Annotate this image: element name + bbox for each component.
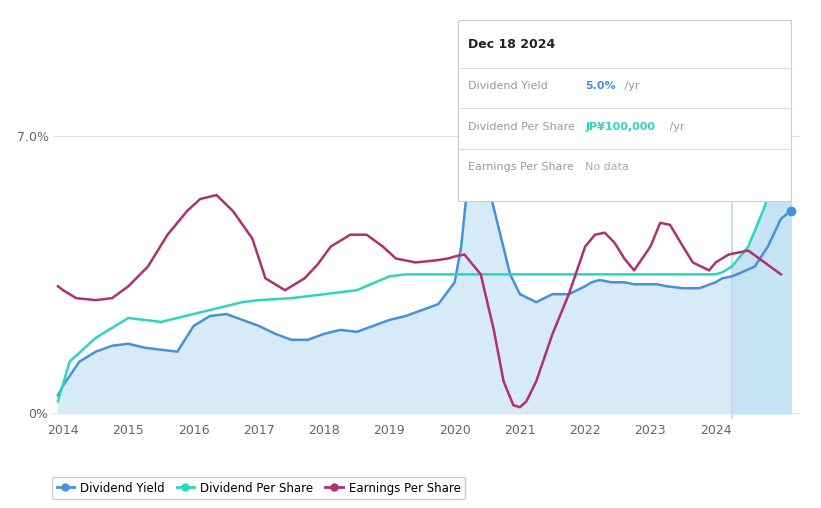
- Text: Dividend Per Share: Dividend Per Share: [468, 121, 575, 132]
- Text: 5.0%: 5.0%: [585, 81, 616, 91]
- Text: Earnings Per Share: Earnings Per Share: [468, 162, 574, 172]
- Text: /yr: /yr: [666, 121, 685, 132]
- Text: JP¥100,000: JP¥100,000: [585, 121, 655, 132]
- Text: Past: Past: [748, 117, 774, 130]
- Text: No data: No data: [585, 162, 629, 172]
- Text: /yr: /yr: [621, 81, 640, 91]
- Text: Dividend Yield: Dividend Yield: [468, 81, 548, 91]
- Legend: Dividend Yield, Dividend Per Share, Earnings Per Share: Dividend Yield, Dividend Per Share, Earn…: [52, 477, 466, 499]
- Text: Dec 18 2024: Dec 18 2024: [468, 38, 555, 51]
